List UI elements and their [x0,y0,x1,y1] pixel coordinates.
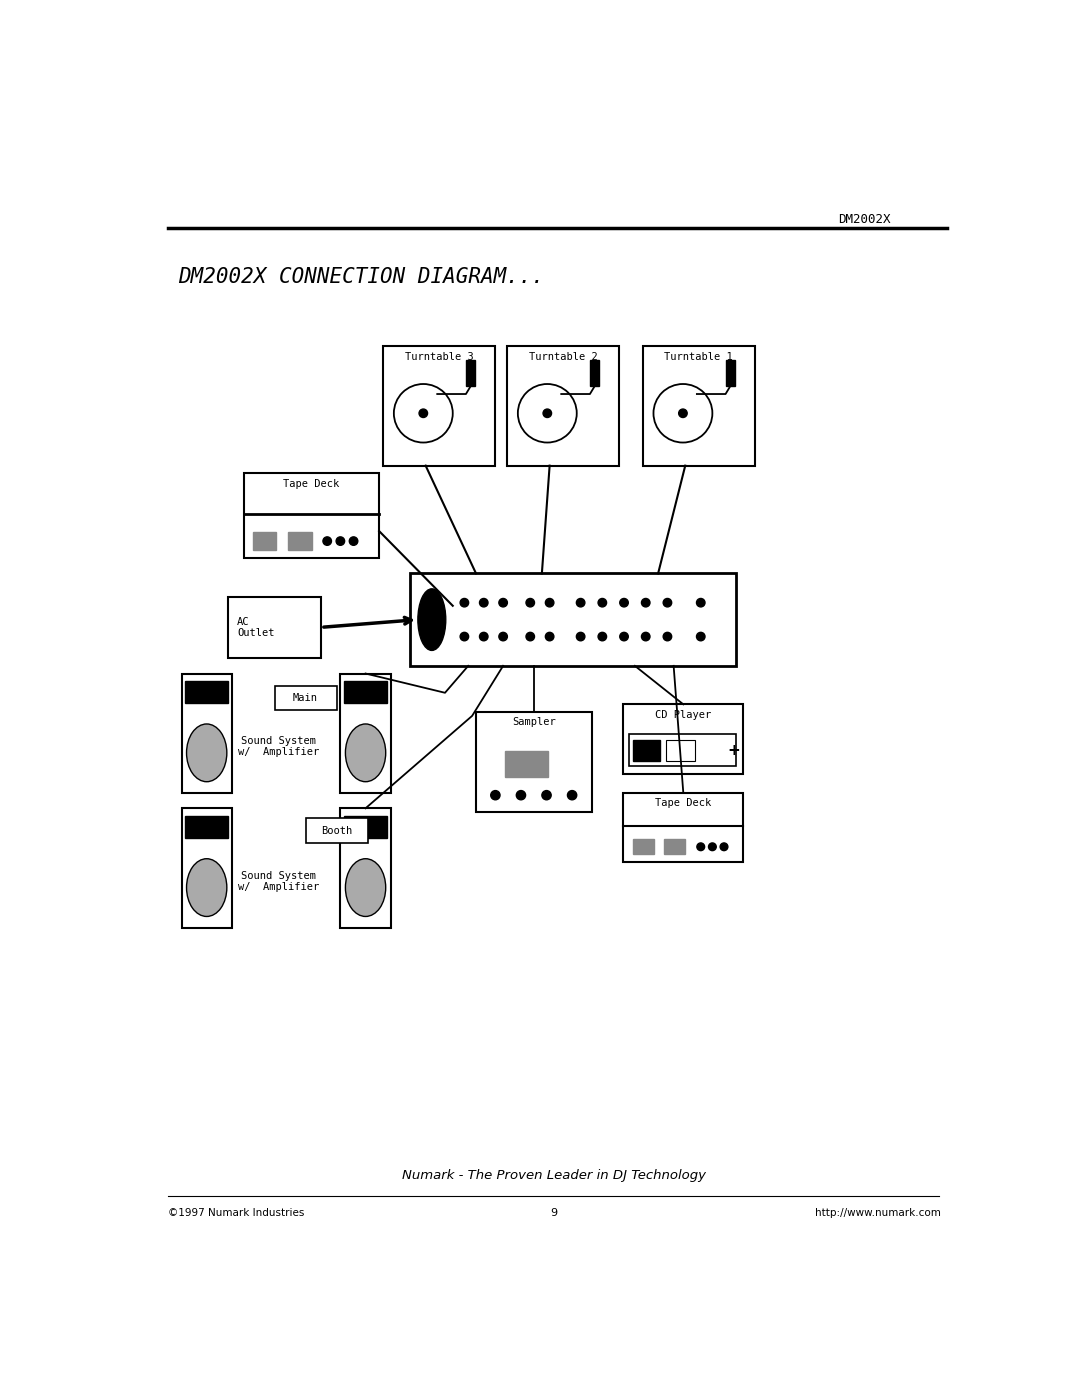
Circle shape [642,598,650,606]
FancyBboxPatch shape [623,704,743,774]
Circle shape [697,598,705,606]
FancyBboxPatch shape [623,793,743,862]
Text: 9: 9 [550,1207,557,1218]
FancyBboxPatch shape [383,346,496,465]
Circle shape [336,536,345,545]
Text: Turntable 1: Turntable 1 [664,352,733,362]
Bar [505,750,548,778]
Text: +: + [727,743,740,759]
Circle shape [642,633,650,641]
Circle shape [598,633,607,641]
Text: Numark - The Proven Leader in DJ Technology: Numark - The Proven Leader in DJ Technol… [402,1169,705,1182]
Circle shape [598,598,607,606]
FancyBboxPatch shape [340,673,391,793]
FancyBboxPatch shape [306,819,367,842]
Bar [633,840,654,855]
Circle shape [542,791,551,800]
Circle shape [678,409,687,418]
Bar [666,740,696,761]
FancyBboxPatch shape [643,346,755,465]
Circle shape [577,598,585,606]
FancyBboxPatch shape [181,673,232,793]
FancyBboxPatch shape [476,712,592,812]
FancyBboxPatch shape [228,597,321,658]
Bar [288,532,312,550]
Circle shape [720,842,728,851]
Text: Turntable 2: Turntable 2 [529,352,597,362]
Circle shape [545,598,554,606]
Text: DM2002X: DM2002X [838,212,891,226]
Circle shape [567,791,577,800]
Text: AC
Outlet: AC Outlet [238,616,274,638]
Circle shape [490,791,500,800]
FancyBboxPatch shape [181,809,232,928]
Bar [465,360,475,387]
Text: Tape Deck: Tape Deck [283,479,339,489]
Circle shape [323,536,332,545]
Circle shape [460,633,469,641]
FancyBboxPatch shape [243,474,379,557]
Bar [590,360,599,387]
Text: http://www.numark.com: http://www.numark.com [815,1207,941,1218]
Circle shape [697,842,704,851]
Bar [726,360,734,387]
Circle shape [349,536,357,545]
Text: Main: Main [293,693,318,703]
Text: Sound System
w/  Amplifier: Sound System w/ Amplifier [238,736,319,757]
Circle shape [499,598,508,606]
Circle shape [545,633,554,641]
Text: Booth: Booth [321,826,352,835]
FancyBboxPatch shape [340,809,391,928]
Text: DM2002X CONNECTION DIAGRAM...: DM2002X CONNECTION DIAGRAM... [177,267,543,286]
Circle shape [516,791,526,800]
Ellipse shape [187,859,227,916]
Bar [186,682,228,703]
Circle shape [419,409,428,418]
FancyBboxPatch shape [274,686,337,711]
Circle shape [480,633,488,641]
Bar [345,682,387,703]
Circle shape [663,598,672,606]
Ellipse shape [346,859,386,916]
Text: ©1997 Numark Industries: ©1997 Numark Industries [167,1207,303,1218]
Ellipse shape [418,588,446,651]
Circle shape [526,633,535,641]
Bar [253,532,276,550]
Bar [186,816,228,838]
Ellipse shape [187,724,227,782]
Circle shape [499,633,508,641]
Circle shape [663,633,672,641]
Circle shape [480,598,488,606]
Bar [633,740,661,761]
Text: Sampler: Sampler [512,718,556,728]
Text: Tape Deck: Tape Deck [656,798,712,809]
Bar [663,840,685,855]
Bar [345,816,387,838]
FancyBboxPatch shape [507,346,619,465]
FancyBboxPatch shape [410,573,735,666]
Circle shape [526,598,535,606]
Circle shape [620,633,629,641]
Text: Sound System
w/  Amplifier: Sound System w/ Amplifier [238,870,319,893]
Circle shape [460,598,469,606]
Bar [630,733,735,766]
Circle shape [708,842,716,851]
Ellipse shape [346,724,386,782]
Circle shape [577,633,585,641]
Circle shape [620,598,629,606]
Circle shape [543,409,552,418]
Text: CD Player: CD Player [656,710,712,719]
Circle shape [697,633,705,641]
Text: Turntable 3: Turntable 3 [405,352,473,362]
